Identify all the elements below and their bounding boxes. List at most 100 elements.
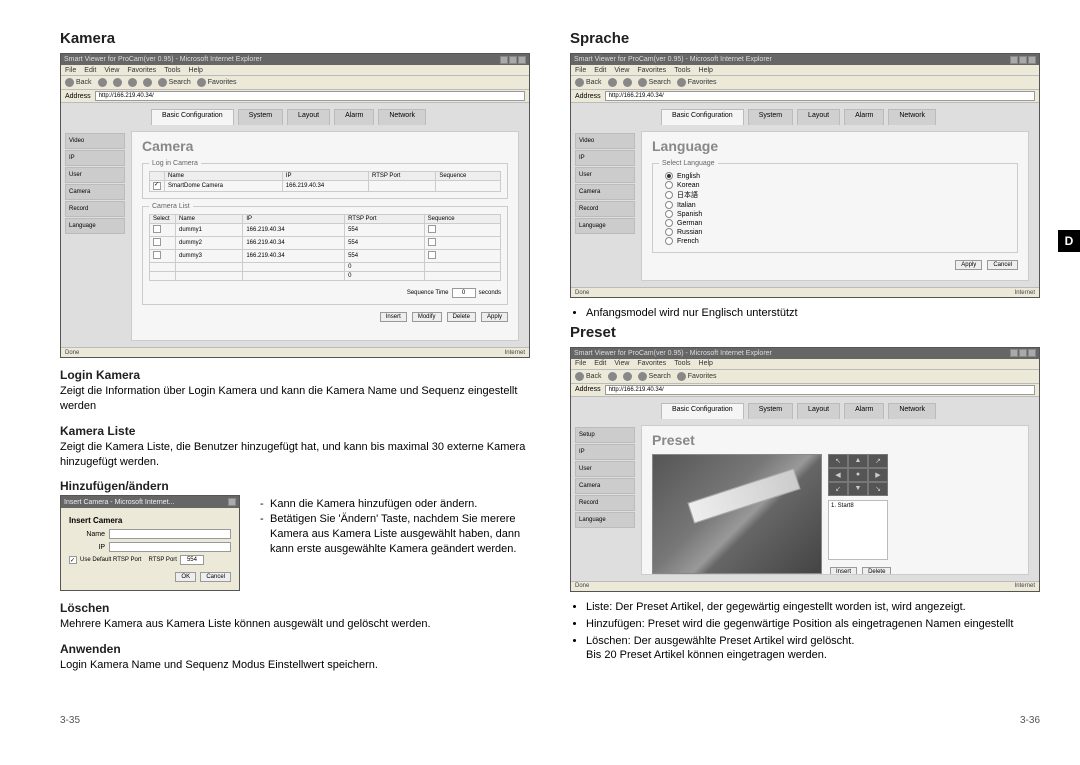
menu-item[interactable]: Edit xyxy=(594,360,606,367)
back-button[interactable]: Back xyxy=(65,78,92,87)
preset-list[interactable]: 1. Start8 xyxy=(828,500,888,560)
checkbox[interactable] xyxy=(428,225,436,233)
lang-option[interactable]: 日本語 xyxy=(665,190,1011,200)
preset-list-item[interactable]: 1. Start8 xyxy=(831,503,885,509)
tab-system[interactable]: System xyxy=(748,109,793,125)
ptz-downright-button[interactable]: ↘ xyxy=(868,482,888,496)
refresh-icon[interactable] xyxy=(623,78,632,87)
tab-network[interactable]: Network xyxy=(378,109,426,125)
menu-item[interactable]: View xyxy=(104,67,119,74)
lang-option[interactable]: Russian xyxy=(665,228,1011,236)
ptz-downleft-button[interactable]: ↙ xyxy=(828,482,848,496)
checkbox[interactable] xyxy=(428,251,436,259)
ptz-right-button[interactable]: ▶ xyxy=(868,468,888,482)
ptz-center-button[interactable]: ● xyxy=(848,468,868,482)
lang-option[interactable]: Italian xyxy=(665,201,1011,209)
cancel-button[interactable]: Cancel xyxy=(200,572,231,582)
insert-button[interactable]: Insert xyxy=(380,312,407,322)
sidebar-item[interactable]: IP xyxy=(575,444,635,460)
apply-button[interactable]: Apply xyxy=(481,312,508,322)
delete-button[interactable]: Delete xyxy=(447,312,476,322)
menu-item[interactable]: Edit xyxy=(594,67,606,74)
address-input[interactable]: http://166.219.40.34/ xyxy=(605,91,1035,101)
refresh-icon[interactable] xyxy=(623,372,632,381)
menu-item[interactable]: Favorites xyxy=(127,67,156,74)
tab-layout[interactable]: Layout xyxy=(797,403,840,419)
modify-button[interactable]: Modify xyxy=(412,312,442,322)
favorites-button[interactable]: Favorites xyxy=(677,78,717,87)
lang-option[interactable]: German xyxy=(665,219,1011,227)
maximize-icon[interactable] xyxy=(509,56,517,64)
ptz-upright-button[interactable]: ↗ xyxy=(868,454,888,468)
sidebar-item[interactable]: User xyxy=(65,167,125,183)
refresh-icon[interactable] xyxy=(128,78,137,87)
tab-network[interactable]: Network xyxy=(888,109,936,125)
insert-button[interactable]: Insert xyxy=(830,567,857,575)
menu-item[interactable]: Favorites xyxy=(637,67,666,74)
search-button[interactable]: Search xyxy=(158,78,191,87)
lang-option[interactable]: French xyxy=(665,237,1011,245)
forward-icon[interactable] xyxy=(608,78,617,87)
rtsp-port-input[interactable]: 554 xyxy=(180,555,204,565)
tab-alarm[interactable]: Alarm xyxy=(334,109,374,125)
sidebar-item[interactable]: Video xyxy=(65,133,125,149)
address-input[interactable]: http://166.219.40.34/ xyxy=(605,385,1035,395)
minimize-icon[interactable] xyxy=(500,56,508,64)
ptz-down-button[interactable]: ▼ xyxy=(848,482,868,496)
favorites-button[interactable]: Favorites xyxy=(677,372,717,381)
stop-icon[interactable] xyxy=(113,78,122,87)
close-icon[interactable] xyxy=(1028,349,1036,357)
back-button[interactable]: Back xyxy=(575,372,602,381)
sidebar-item[interactable]: User xyxy=(575,167,635,183)
sidebar-item[interactable]: Camera xyxy=(65,184,125,200)
search-button[interactable]: Search xyxy=(638,78,671,87)
minimize-icon[interactable] xyxy=(1010,56,1018,64)
tab-basic[interactable]: Basic Configuration xyxy=(661,403,744,419)
tab-basic[interactable]: Basic Configuration xyxy=(661,109,744,125)
lang-option[interactable]: Spanish xyxy=(665,210,1011,218)
menu-item[interactable]: File xyxy=(575,360,586,367)
apply-button[interactable]: Apply xyxy=(955,260,982,270)
sidebar-item[interactable]: Camera xyxy=(575,184,635,200)
seq-input[interactable]: 0 xyxy=(452,288,476,298)
checkbox[interactable] xyxy=(153,182,161,190)
menu-item[interactable]: Tools xyxy=(164,67,180,74)
tab-layout[interactable]: Layout xyxy=(287,109,330,125)
sidebar-item[interactable]: IP xyxy=(575,150,635,166)
maximize-icon[interactable] xyxy=(1019,349,1027,357)
checkbox[interactable] xyxy=(428,238,436,246)
delete-button[interactable]: Delete xyxy=(862,567,891,575)
checkbox[interactable] xyxy=(153,251,161,259)
sidebar-item[interactable]: Record xyxy=(575,201,635,217)
menu-item[interactable]: Favorites xyxy=(637,360,666,367)
forward-icon[interactable] xyxy=(98,78,107,87)
name-input[interactable] xyxy=(109,529,231,539)
sidebar-item[interactable]: User xyxy=(575,461,635,477)
ptz-up-button[interactable]: ▲ xyxy=(848,454,868,468)
minimize-icon[interactable] xyxy=(1010,349,1018,357)
search-button[interactable]: Search xyxy=(638,372,671,381)
ptz-left-button[interactable]: ◀ xyxy=(828,468,848,482)
menu-item[interactable]: Edit xyxy=(84,67,96,74)
cancel-button[interactable]: Cancel xyxy=(987,260,1018,270)
menu-item[interactable]: View xyxy=(614,360,629,367)
sidebar-item[interactable]: Record xyxy=(65,201,125,217)
tab-system[interactable]: System xyxy=(238,109,283,125)
tab-network[interactable]: Network xyxy=(888,403,936,419)
close-icon[interactable] xyxy=(228,498,236,506)
back-button[interactable]: Back xyxy=(575,78,602,87)
favorites-button[interactable]: Favorites xyxy=(197,78,237,87)
sidebar-item[interactable]: Language xyxy=(575,218,635,234)
ip-input[interactable] xyxy=(109,542,231,552)
lang-option[interactable]: English xyxy=(665,172,1011,180)
tab-system[interactable]: System xyxy=(748,403,793,419)
sidebar-item[interactable]: Record xyxy=(575,495,635,511)
sidebar-item[interactable]: Language xyxy=(575,512,635,528)
usedefault-checkbox[interactable] xyxy=(69,556,77,564)
address-input[interactable]: http://166.219.40.34/ xyxy=(95,91,525,101)
home-icon[interactable] xyxy=(143,78,152,87)
menu-item[interactable]: Help xyxy=(189,67,203,74)
menu-item[interactable]: Tools xyxy=(674,360,690,367)
tab-alarm[interactable]: Alarm xyxy=(844,403,884,419)
sidebar-item[interactable]: Language xyxy=(65,218,125,234)
